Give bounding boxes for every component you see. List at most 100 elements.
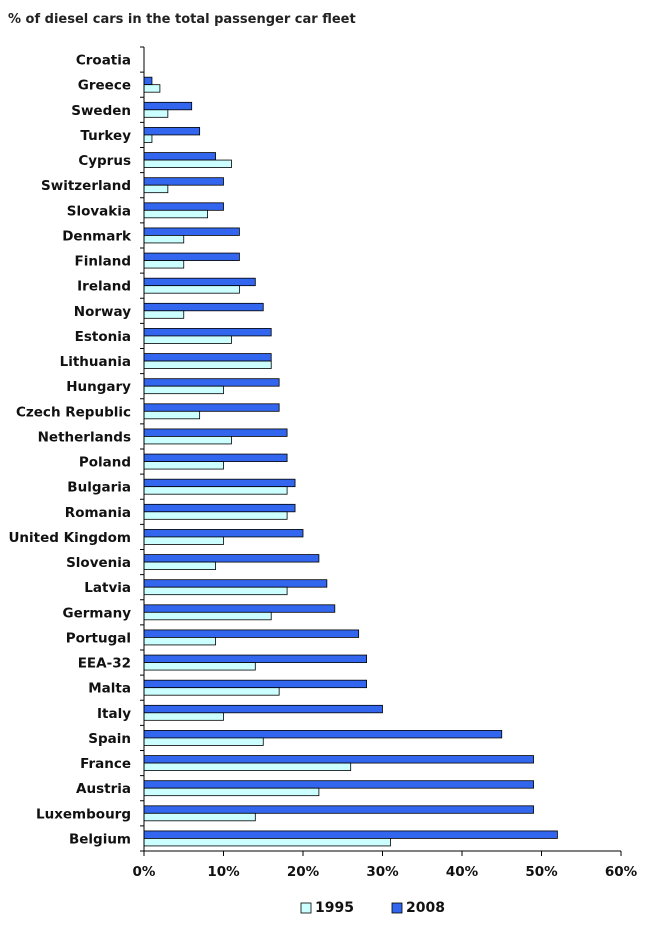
category-label: Norway — [74, 304, 131, 320]
category-label: Italy — [97, 706, 131, 722]
category-label: Slovenia — [66, 555, 131, 571]
category-label: Netherlands — [38, 429, 131, 445]
bar-2008-united-kingdom — [143, 529, 304, 538]
category-label: Hungary — [66, 379, 131, 395]
category-label: Austria — [76, 781, 131, 797]
bar-1995-bulgaria — [143, 486, 288, 495]
bar-1995-slovakia — [143, 209, 208, 219]
bar-1995-eea-32 — [143, 662, 256, 671]
bar-1995-norway — [143, 310, 185, 319]
category-label: Estonia — [75, 329, 131, 345]
legend-swatch-2008 — [391, 902, 403, 914]
x-tick-label: 40% — [446, 864, 479, 880]
bar-1995-germany — [143, 611, 272, 621]
axes: 0% 10% 20% 30% 40% 50% 60% — [133, 46, 638, 880]
bar-1995-spain — [143, 737, 264, 746]
bar-1995-united-kingdom — [143, 536, 224, 545]
bar-2008-hungary — [143, 378, 280, 387]
bar-2008-bulgaria — [143, 478, 296, 488]
bar-1995-czech-republic — [143, 410, 201, 420]
bar-1995-france — [143, 762, 352, 771]
bar-2008-slovenia — [143, 554, 320, 563]
x-tick-label: 60% — [605, 864, 638, 880]
bar-1995-luxembourg — [143, 812, 256, 822]
category-label: Denmark — [62, 228, 132, 244]
bar-2008-norway — [143, 302, 264, 312]
bar-2008-denmark — [143, 227, 240, 236]
x-tick-label: 30% — [366, 864, 399, 880]
category-label: France — [80, 756, 131, 772]
category-label: Slovakia — [67, 203, 131, 219]
category-label: Bulgaria — [67, 480, 131, 496]
category-label: Malta — [88, 681, 131, 697]
category-label: Switzerland — [41, 178, 131, 194]
bar-2008-spain — [143, 730, 503, 739]
bar-2008-france — [143, 755, 534, 764]
category-label: Turkey — [80, 128, 131, 144]
bar-1995-greece — [143, 84, 161, 93]
bar-2008-estonia — [143, 328, 272, 337]
bar-2008-eea-32 — [143, 654, 368, 663]
category-label: Sweden — [71, 103, 131, 119]
bar-1995-ireland — [143, 285, 240, 294]
bar-2008-luxembourg — [143, 805, 534, 814]
bar-2008-sweden — [143, 101, 193, 111]
bar-2008-latvia — [143, 579, 328, 588]
bar-1995-romania — [143, 511, 288, 520]
legend-label-1995: 1995 — [315, 900, 354, 916]
category-label: United Kingdom — [8, 530, 131, 546]
bar-2008-netherlands — [143, 428, 288, 437]
bar-1995-malta — [143, 687, 280, 696]
bar-2008-ireland — [143, 277, 256, 287]
chart-title: % of diesel cars in the total passenger … — [8, 12, 356, 27]
category-label: Ireland — [77, 279, 131, 295]
category-label: Lithuania — [60, 354, 131, 370]
bar-2008-austria — [143, 780, 534, 789]
bar-1995-switzerland — [143, 184, 169, 194]
bar-2008-romania — [143, 503, 296, 513]
bar-2008-cyprus — [143, 152, 216, 161]
legend-swatch-1995 — [300, 902, 312, 914]
category-label: Poland — [79, 455, 131, 471]
x-tick-label: 20% — [287, 864, 320, 880]
bar-1995-belgium — [143, 838, 391, 847]
bar-2008-finland — [143, 252, 240, 261]
bar-2008-germany — [143, 604, 336, 613]
bar-1995-italy — [143, 712, 224, 721]
category-label: Cyprus — [78, 153, 131, 169]
category-label: Greece — [78, 78, 131, 94]
bar-2008-slovakia — [143, 202, 224, 211]
bar-2008-czech-republic — [143, 403, 280, 412]
category-label: Czech Republic — [16, 404, 131, 420]
x-tick-label: 0% — [133, 864, 156, 880]
bar-1995-finland — [143, 260, 185, 269]
bar-1995-cyprus — [143, 159, 232, 168]
category-label: Spain — [88, 731, 131, 747]
bar-2008-lithuania — [143, 353, 272, 362]
bar-1995-portugal — [143, 637, 216, 646]
category-label: Luxembourg — [36, 806, 131, 822]
bar-2008-italy — [143, 704, 383, 714]
bar-1995-netherlands — [143, 436, 232, 445]
category-label: Belgium — [69, 831, 131, 847]
category-label: Latvia — [84, 580, 131, 596]
category-label: Portugal — [66, 630, 131, 646]
legend: 1995 2008 — [300, 900, 445, 916]
bar-1995-denmark — [143, 235, 185, 244]
bar-2008-malta — [143, 679, 368, 689]
bar-1995-estonia — [143, 335, 232, 344]
bar-1995-latvia — [143, 586, 288, 596]
legend-label-2008: 2008 — [406, 900, 445, 916]
bar-2008-poland — [143, 453, 288, 462]
bar-1995-hungary — [143, 385, 224, 395]
bar-2008-switzerland — [143, 177, 224, 186]
category-label: EEA-32 — [78, 656, 131, 672]
bar-1995-sweden — [143, 109, 169, 118]
category-label: Germany — [63, 605, 132, 621]
bar-1995-austria — [143, 787, 320, 797]
bar-1995-lithuania — [143, 360, 272, 369]
category-label: Croatia — [76, 53, 131, 69]
bar-1995-poland — [143, 461, 224, 470]
bar-2008-turkey — [143, 127, 201, 136]
